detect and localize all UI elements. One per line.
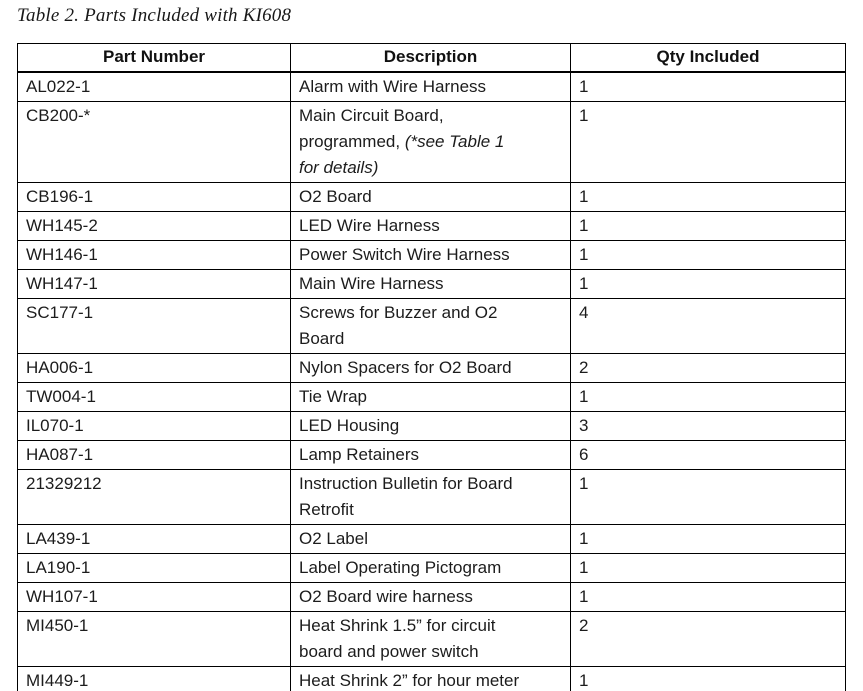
cell-part-number: AL022-1 bbox=[17, 71, 291, 102]
cell-part-number: WH146-1 bbox=[17, 240, 291, 270]
cell-description: O2 Board bbox=[290, 182, 571, 212]
cell-qty: 6 bbox=[570, 440, 846, 470]
description-text: Main Circuit Board, programmed, bbox=[299, 106, 444, 151]
table-row: MI449-1 Heat Shrink 2” for hour meter 1 bbox=[17, 666, 846, 691]
table-row: MI450-1 Heat Shrink 1.5” for circuit boa… bbox=[17, 611, 846, 667]
table-row: TW004-1 Tie Wrap 1 bbox=[17, 382, 846, 412]
cell-part-number: LA439-1 bbox=[17, 524, 291, 554]
table-row: WH146-1 Power Switch Wire Harness 1 bbox=[17, 240, 846, 270]
cell-description: Heat Shrink 2” for hour meter bbox=[290, 666, 571, 691]
table-caption: Table 2. Parts Included with KI608 bbox=[17, 5, 292, 26]
cell-description: Main Circuit Board, programmed, (*see Ta… bbox=[290, 101, 571, 183]
parts-table: Part Number Description Qty Included AL0… bbox=[17, 43, 846, 691]
cell-description: Power Switch Wire Harness bbox=[290, 240, 571, 270]
cell-part-number: SC177-1 bbox=[17, 298, 291, 354]
cell-part-number: MI449-1 bbox=[17, 666, 291, 691]
header-qty-included: Qty Included bbox=[570, 43, 846, 73]
cell-qty: 1 bbox=[570, 240, 846, 270]
cell-part-number: WH147-1 bbox=[17, 269, 291, 299]
table-row: AL022-1 Alarm with Wire Harness 1 bbox=[17, 71, 846, 102]
cell-description: O2 Label bbox=[290, 524, 571, 554]
cell-qty: 1 bbox=[570, 666, 846, 691]
cell-part-number: 21329212 bbox=[17, 469, 291, 525]
cell-qty: 4 bbox=[570, 298, 846, 354]
cell-part-number: CB200-* bbox=[17, 101, 291, 183]
header-row: Part Number Description Qty Included bbox=[17, 43, 846, 73]
cell-qty: 1 bbox=[570, 553, 846, 583]
cell-description: Label Operating Pictogram bbox=[290, 553, 571, 583]
cell-qty: 1 bbox=[570, 382, 846, 412]
table-row: WH145-2 LED Wire Harness 1 bbox=[17, 211, 846, 241]
table-row: IL070-1 LED Housing 3 bbox=[17, 411, 846, 441]
cell-description: Lamp Retainers bbox=[290, 440, 571, 470]
cell-qty: 1 bbox=[570, 469, 846, 525]
cell-description: Heat Shrink 1.5” for circuit board and p… bbox=[290, 611, 571, 667]
table-row: WH107-1 O2 Board wire harness 1 bbox=[17, 582, 846, 612]
cell-description: O2 Board wire harness bbox=[290, 582, 571, 612]
cell-part-number: HA006-1 bbox=[17, 353, 291, 383]
cell-part-number: WH145-2 bbox=[17, 211, 291, 241]
table-row: SC177-1 Screws for Buzzer and O2 Board 4 bbox=[17, 298, 846, 354]
table-row: CB200-* Main Circuit Board, programmed, … bbox=[17, 101, 846, 183]
cell-description: Alarm with Wire Harness bbox=[290, 71, 571, 102]
cell-description: Tie Wrap bbox=[290, 382, 571, 412]
cell-part-number: TW004-1 bbox=[17, 382, 291, 412]
cell-description: LED Housing bbox=[290, 411, 571, 441]
cell-part-number: LA190-1 bbox=[17, 553, 291, 583]
cell-qty: 1 bbox=[570, 269, 846, 299]
cell-part-number: WH107-1 bbox=[17, 582, 291, 612]
table-row: LA439-1 O2 Label 1 bbox=[17, 524, 846, 554]
cell-qty: 1 bbox=[570, 582, 846, 612]
table-row: HA087-1 Lamp Retainers 6 bbox=[17, 440, 846, 470]
header-part-number: Part Number bbox=[17, 43, 291, 73]
cell-qty: 1 bbox=[570, 182, 846, 212]
cell-qty: 2 bbox=[570, 353, 846, 383]
cell-description: Screws for Buzzer and O2 Board bbox=[290, 298, 571, 354]
cell-description: Main Wire Harness bbox=[290, 269, 571, 299]
cell-description: LED Wire Harness bbox=[290, 211, 571, 241]
cell-qty: 1 bbox=[570, 211, 846, 241]
cell-part-number: MI450-1 bbox=[17, 611, 291, 667]
cell-qty: 1 bbox=[570, 524, 846, 554]
table-row: CB196-1 O2 Board 1 bbox=[17, 182, 846, 212]
header-description: Description bbox=[290, 43, 571, 73]
cell-part-number: IL070-1 bbox=[17, 411, 291, 441]
cell-qty: 1 bbox=[570, 101, 846, 183]
cell-part-number: HA087-1 bbox=[17, 440, 291, 470]
cell-part-number: CB196-1 bbox=[17, 182, 291, 212]
table-row: HA006-1 Nylon Spacers for O2 Board 2 bbox=[17, 353, 846, 383]
description-italic-note: (*see Table 1 for details) bbox=[299, 132, 505, 177]
table-row: LA190-1 Label Operating Pictogram 1 bbox=[17, 553, 846, 583]
cell-qty: 1 bbox=[570, 71, 846, 102]
cell-description: Instruction Bulletin for Board Retrofit bbox=[290, 469, 571, 525]
table-row: 21329212 Instruction Bulletin for Board … bbox=[17, 469, 846, 525]
cell-description: Nylon Spacers for O2 Board bbox=[290, 353, 571, 383]
cell-qty: 3 bbox=[570, 411, 846, 441]
cell-qty: 2 bbox=[570, 611, 846, 667]
table-row: WH147-1 Main Wire Harness 1 bbox=[17, 269, 846, 299]
